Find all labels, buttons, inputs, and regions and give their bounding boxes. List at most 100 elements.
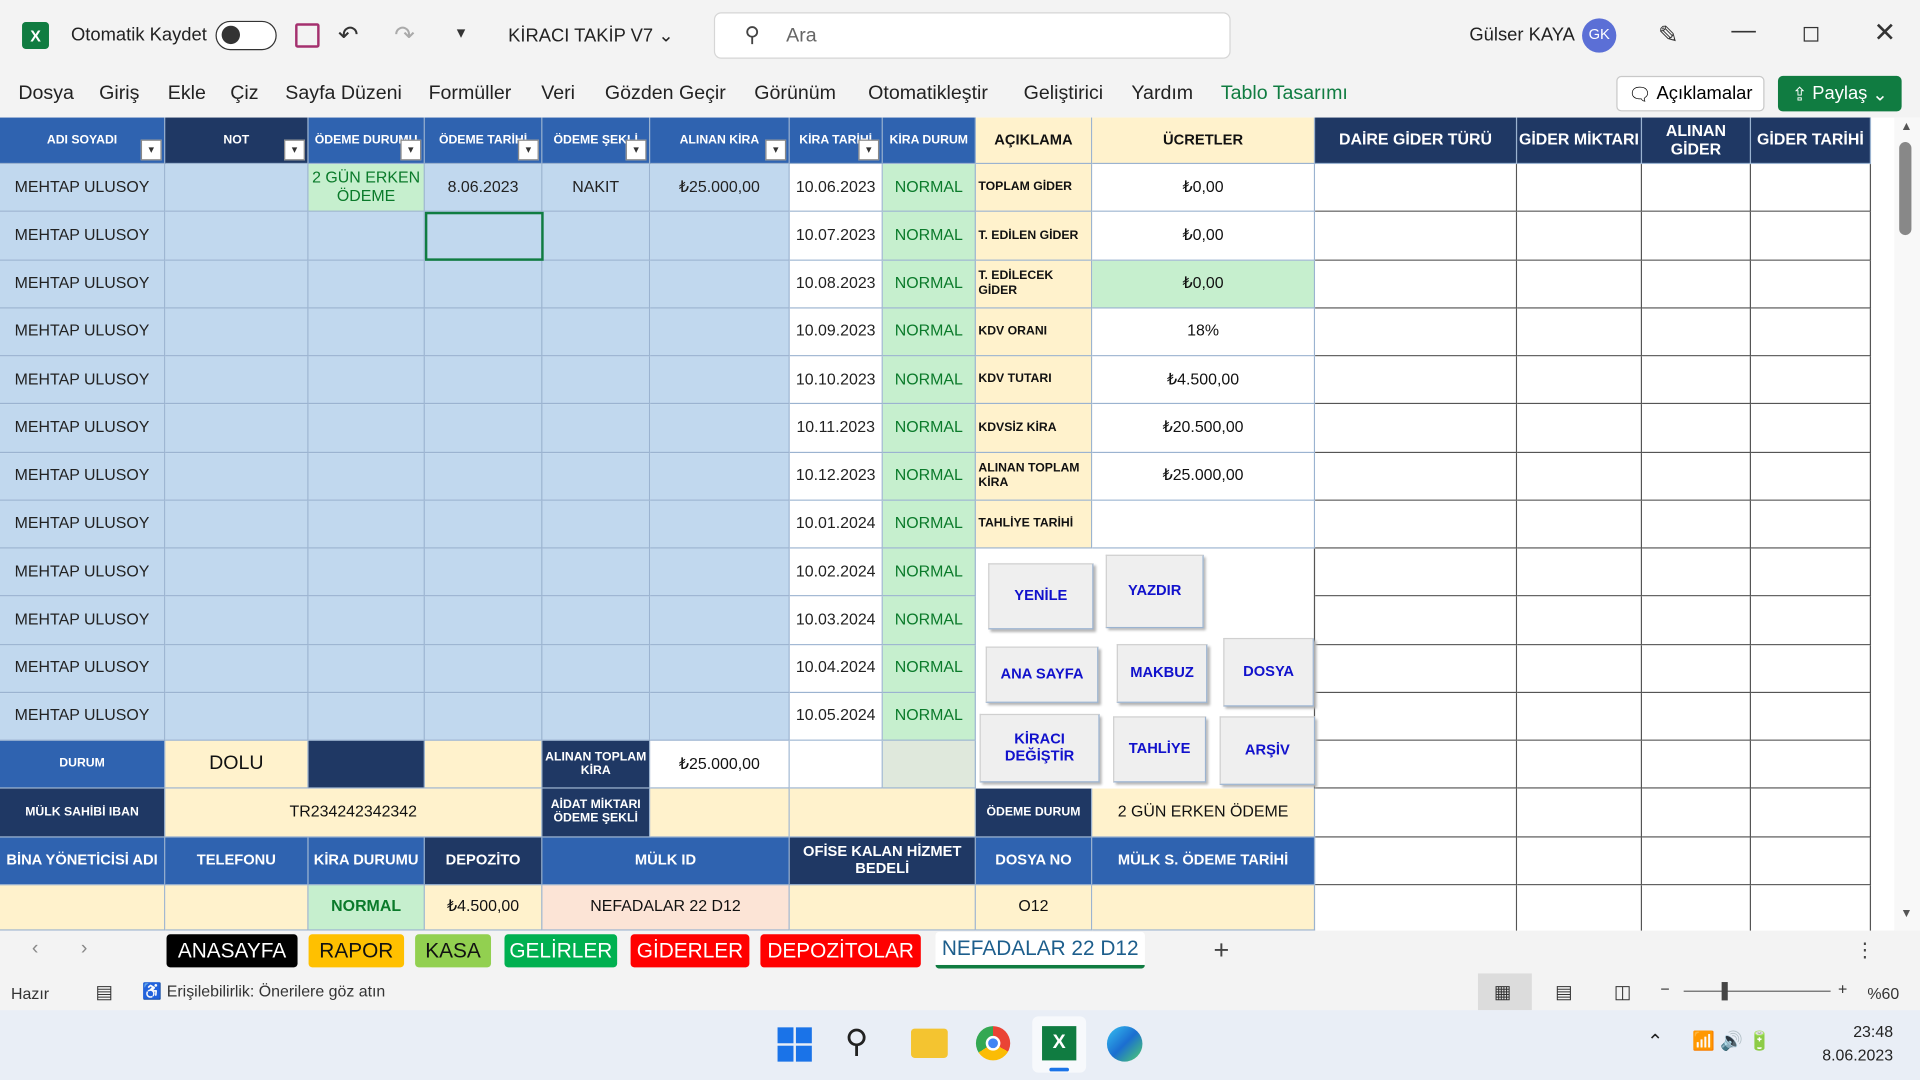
footer-cell: MÜLK SAHİBİ IBAN xyxy=(0,788,166,837)
macro-button[interactable]: DOSYA xyxy=(1223,637,1314,707)
search-box[interactable]: ⚲ Ara xyxy=(713,12,1231,59)
accessibility-status[interactable]: ♿ Erişilebilirlik: Önerilere göz atın xyxy=(142,982,386,1001)
vertical-scrollbar[interactable]: ▲ ▼ xyxy=(1894,117,1920,931)
redo-button[interactable]: ↷ xyxy=(394,22,415,49)
macro-button[interactable]: MAKBUZ xyxy=(1116,644,1208,703)
tray-icons[interactable]: 📶 🔊 🔋 xyxy=(1692,1031,1772,1052)
zoom-in[interactable]: + xyxy=(1837,979,1848,998)
scroll-thumb[interactable] xyxy=(1899,142,1912,236)
sheet-tab[interactable]: KASA xyxy=(415,934,492,968)
table-cell: 8.06.2023 xyxy=(424,164,543,213)
table-cell xyxy=(424,548,543,597)
start-button[interactable] xyxy=(777,1027,812,1062)
ribbon-tab[interactable]: Çiz xyxy=(230,83,259,105)
table-cell xyxy=(650,356,790,405)
sheet-tab[interactable]: GİDERLER xyxy=(630,934,750,968)
normal-view[interactable] xyxy=(1477,973,1532,1011)
ribbon-tab[interactable]: Dosya xyxy=(18,83,74,105)
macro-button[interactable]: TAHLİYE xyxy=(1113,716,1207,783)
macro-button[interactable]: YAZDIR xyxy=(1105,554,1204,629)
undo-button[interactable]: ↶ xyxy=(337,22,359,49)
pen-icon[interactable]: ✎ xyxy=(1657,22,1679,49)
zoom-level[interactable]: %60 xyxy=(1867,984,1900,1003)
table-cell xyxy=(424,356,543,405)
share-button[interactable]: ⇪ Paylaş ⌄ xyxy=(1777,75,1902,112)
prev-sheet[interactable]: ‹ xyxy=(31,937,39,959)
edge-icon[interactable] xyxy=(1106,1026,1143,1062)
user-name[interactable]: Gülser KAYA xyxy=(1469,24,1575,46)
qat-menu[interactable]: ▾ xyxy=(456,22,466,42)
table-cell: NORMAL xyxy=(882,212,976,261)
sheet-tab[interactable]: NEFADALAR 22 D12 xyxy=(935,931,1145,969)
clock-date[interactable]: 8.06.2023 xyxy=(1822,1045,1894,1065)
ribbon-tab[interactable]: Otomatikleştir xyxy=(868,83,988,105)
restore-button[interactable] xyxy=(1803,26,1819,42)
filter-button[interactable]: ▾ xyxy=(517,139,539,161)
sheet-tab[interactable]: GELİRLER xyxy=(504,934,618,968)
filter-button[interactable]: ▾ xyxy=(625,139,647,161)
close-button[interactable]: ✕ xyxy=(1873,17,1897,48)
expense-cell xyxy=(1751,692,1872,741)
table-cell xyxy=(542,596,651,645)
excel-taskbar[interactable]: X xyxy=(1032,1016,1087,1073)
chrome-icon[interactable] xyxy=(975,1026,1011,1061)
minimize-button[interactable]: — xyxy=(1731,17,1756,45)
zoom-out[interactable]: − xyxy=(1660,979,1670,998)
user-avatar[interactable]: GK xyxy=(1582,18,1617,53)
ribbon-tab[interactable]: Tablo Tasarımı xyxy=(1220,83,1348,105)
ribbon-tab[interactable]: Veri xyxy=(541,83,575,105)
filter-button[interactable]: ▾ xyxy=(140,139,162,161)
comments-button[interactable]: 🗨 Açıklamalar xyxy=(1616,75,1765,112)
selected-cell[interactable] xyxy=(424,212,544,262)
table-cell xyxy=(308,404,425,453)
ribbon-tab[interactable]: Gözden Geçir xyxy=(604,83,726,105)
filter-button[interactable]: ▾ xyxy=(858,139,880,161)
autosave-toggle[interactable] xyxy=(215,20,277,51)
taskbar: ⚲ X ⌃ 📶 🔊 🔋 23:48 8.06.2023 xyxy=(0,1010,1920,1080)
expense-cell xyxy=(1517,260,1643,309)
next-sheet[interactable]: › xyxy=(80,937,88,959)
explorer-icon[interactable] xyxy=(911,1028,948,1058)
table-cell: MEHTAP ULUSOY xyxy=(0,356,166,405)
expense-cell xyxy=(1751,260,1872,309)
file-name[interactable]: KİRACI TAKİP V7 ⌄ xyxy=(508,25,674,47)
search-taskbar[interactable]: ⚲ xyxy=(844,1022,869,1060)
page-break-view[interactable]: ◫ xyxy=(1613,982,1632,1003)
macro-button[interactable]: ARŞİV xyxy=(1219,716,1316,785)
expense-cell xyxy=(1751,885,1872,934)
sheet-menu[interactable]: ⋮ xyxy=(1855,940,1875,962)
ribbon-tab[interactable]: Sayfa Düzeni xyxy=(285,83,402,105)
save-button[interactable] xyxy=(295,23,320,48)
zoom-thumb[interactable] xyxy=(1721,982,1728,1001)
summary-label: T. EDİLECEK GİDER xyxy=(975,260,1093,309)
sheet-tab[interactable]: DEPOZİTOLAR xyxy=(760,934,921,968)
ribbon-tab[interactable]: Ekle xyxy=(167,83,206,105)
sheet-tab[interactable]: ANASAYFA xyxy=(166,934,298,968)
footer-cell xyxy=(0,885,166,931)
table-cell: NORMAL xyxy=(882,596,976,645)
sheet-tab[interactable]: RAPOR xyxy=(308,934,405,968)
zoom-slider[interactable] xyxy=(1683,990,1831,992)
ribbon-tab[interactable]: Formüller xyxy=(428,83,512,105)
macro-button[interactable]: KİRACI DEĞİŞTİR xyxy=(979,713,1100,783)
add-sheet[interactable]: + xyxy=(1213,934,1230,965)
summary-value: ₺20.500,00 xyxy=(1092,404,1316,453)
ribbon-tab[interactable]: Giriş xyxy=(99,83,140,105)
ribbon-tab[interactable]: Geliştirici xyxy=(1023,83,1104,105)
scroll-down[interactable]: ▼ xyxy=(1900,907,1913,921)
table-cell xyxy=(308,644,425,693)
filter-button[interactable]: ▾ xyxy=(284,139,305,161)
footer-cell: ₺25.000,00 xyxy=(650,740,790,789)
clock-time[interactable]: 23:48 xyxy=(1853,1022,1894,1041)
table-cell: MEHTAP ULUSOY xyxy=(0,548,166,597)
macro-button[interactable]: ANA SAYFA xyxy=(985,646,1099,703)
filter-button[interactable]: ▾ xyxy=(765,139,787,161)
macro-icon[interactable]: ▤ xyxy=(95,982,113,1003)
page-layout-view[interactable]: ▤ xyxy=(1555,982,1573,1003)
ribbon-tab[interactable]: Yardım xyxy=(1131,83,1194,105)
ribbon-tab[interactable]: Görünüm xyxy=(754,83,836,105)
filter-button[interactable]: ▾ xyxy=(400,139,422,161)
scroll-up[interactable]: ▲ xyxy=(1900,120,1913,134)
tray-expand[interactable]: ⌃ xyxy=(1646,1032,1664,1054)
macro-button[interactable]: YENİLE xyxy=(988,563,1094,630)
